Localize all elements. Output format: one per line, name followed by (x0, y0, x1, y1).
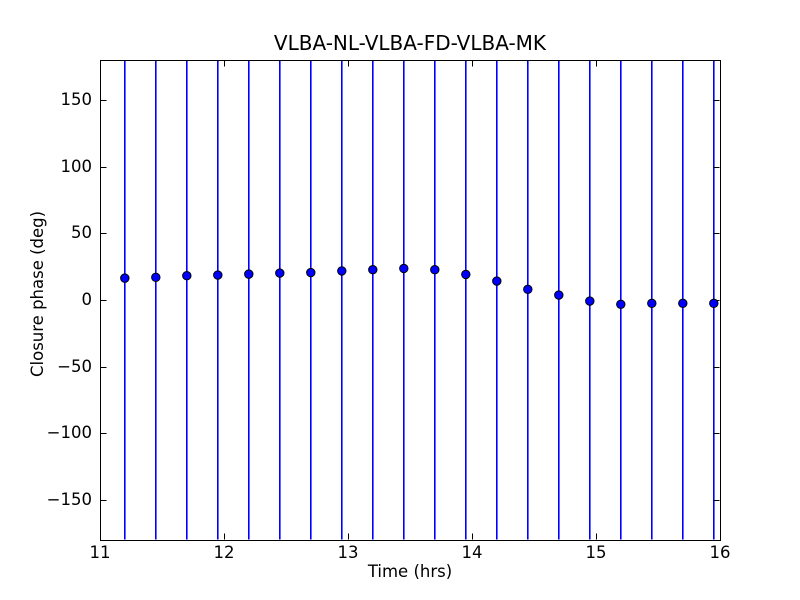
data-point (709, 298, 719, 309)
data-point (213, 270, 223, 280)
data-point (337, 266, 347, 276)
y-tick-label: 100 (60, 156, 93, 176)
x-tick-label: 16 (709, 543, 731, 562)
data-point (430, 265, 440, 275)
plot-frame (100, 60, 721, 541)
y-tick-label: 50 (71, 223, 92, 243)
data-point (120, 273, 130, 283)
data-point (399, 263, 409, 274)
x-tick-label: 15 (585, 543, 607, 562)
chart-title: VLBA-NL-VLBA-FD-VLBA-MK (273, 31, 547, 55)
y-tick-label: −150 (46, 490, 92, 509)
data-point (554, 290, 564, 300)
x-tick-label: 14 (461, 543, 483, 562)
data-point (151, 272, 161, 283)
y-tick-label: −100 (46, 423, 92, 443)
x-tick-label: 12 (213, 543, 235, 562)
data-point (585, 296, 595, 306)
data-point (678, 298, 688, 309)
y-tick-label: 150 (60, 90, 93, 109)
data-point (275, 268, 285, 278)
data-point (182, 271, 192, 281)
y-tick-label: 0 (81, 290, 93, 309)
data-point (616, 299, 626, 309)
y-axis-label: Closure phase (deg) (28, 210, 47, 377)
data-point (306, 267, 316, 278)
x-tick-label: 13 (337, 543, 359, 562)
x-axis-label: Time (hrs) (367, 562, 453, 581)
data-point (244, 269, 254, 279)
data-point (647, 298, 657, 309)
data-point (523, 284, 533, 295)
x-tick-label: 11 (89, 543, 111, 562)
data-point (492, 276, 502, 286)
data-point (461, 269, 471, 280)
data-point (368, 265, 378, 275)
y-tick-label: −50 (57, 356, 92, 376)
